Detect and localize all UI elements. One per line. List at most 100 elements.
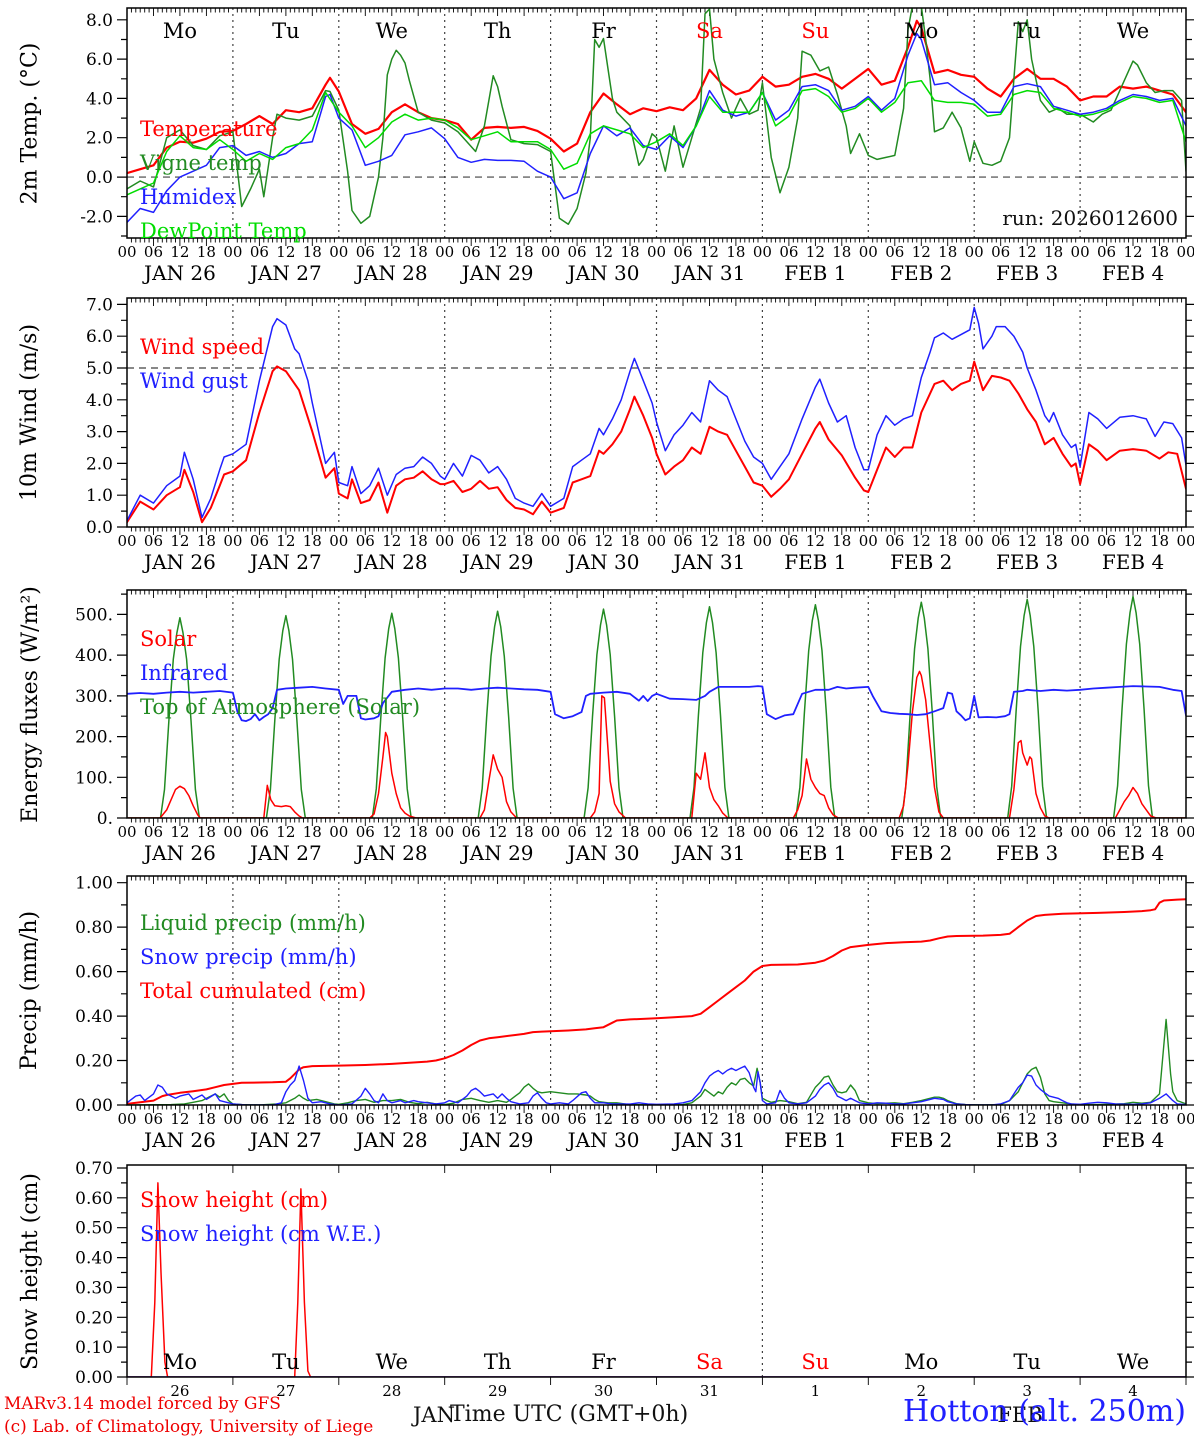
weekday-label: Tu (1013, 19, 1041, 43)
hour-label: 18 (303, 1110, 322, 1128)
day-number-label: 27 (276, 1382, 295, 1400)
series-humidex (127, 32, 1186, 224)
hour-label: 06 (885, 532, 904, 550)
hour-label: 06 (568, 1110, 587, 1128)
hour-label: 18 (197, 243, 216, 261)
hour-label: 06 (779, 532, 798, 550)
day-number-label: 3 (1022, 1382, 1032, 1400)
hour-label: 00 (753, 243, 772, 261)
y-tick-label: 0.20 (75, 1052, 113, 1072)
y-tick-marks (117, 1167, 1194, 1378)
series-snow-height-cm- (127, 1182, 1186, 1377)
hour-label: 12 (912, 1110, 931, 1128)
day-number-label: 2 (916, 1382, 926, 1400)
day-number-label: 31 (700, 1382, 719, 1400)
hour-label: 06 (779, 1110, 798, 1128)
legend-panel-precip: Liquid precip (mm/h) Snow precip (mm/h) To… (140, 906, 366, 1008)
hour-label: 12 (806, 243, 825, 261)
y-tick-label: 0.50 (75, 1219, 113, 1239)
hour-label: 18 (1150, 532, 1169, 550)
hour-label: 06 (250, 532, 269, 550)
hour-label: 12 (488, 243, 507, 261)
hour-label: 06 (462, 532, 481, 550)
hour-label: 06 (356, 1110, 375, 1128)
hour-label: 18 (1044, 823, 1063, 841)
hour-label: 06 (144, 1110, 163, 1128)
y-tick-label: 0.10 (75, 1338, 113, 1358)
weekday-label: Fr (591, 19, 617, 43)
hour-label: 18 (726, 823, 745, 841)
weekday-label: Mo (163, 1350, 197, 1374)
y-tick-label: 0.40 (75, 1249, 113, 1269)
day-label: FEB 4 (1102, 550, 1164, 574)
y-tick-label: 5.0 (86, 359, 113, 379)
hour-label: 00 (541, 823, 560, 841)
series-temperature (127, 19, 1186, 175)
hour-tick-comb (130, 876, 1183, 1113)
day-label: JAN 26 (142, 841, 216, 865)
hour-label: 18 (726, 532, 745, 550)
weekday-label: Sa (696, 1350, 723, 1374)
y-tick-label: 4.0 (86, 391, 113, 411)
hour-label: 18 (832, 243, 851, 261)
hour-label: 12 (276, 1110, 295, 1128)
day-label: JAN 30 (566, 1128, 640, 1152)
y-tick-label: 100. (75, 768, 113, 788)
hour-label: 00 (859, 823, 878, 841)
hour-label: 00 (965, 532, 984, 550)
y-axis-title-precip: Precip (mm/h) (17, 910, 43, 1071)
hour-label: 00 (965, 823, 984, 841)
hour-label: 06 (673, 1110, 692, 1128)
weekday-label: Su (801, 19, 829, 43)
y-tick-label: 1.0 (86, 486, 113, 506)
series-wind-gust (127, 306, 1186, 522)
hour-label: 18 (620, 1110, 639, 1128)
hour-label: 00 (859, 1110, 878, 1128)
hour-label: 12 (806, 823, 825, 841)
y-tick-label: 0.70 (75, 1159, 113, 1179)
hour-label: 00 (753, 823, 772, 841)
hour-label: 12 (488, 823, 507, 841)
day-number-label: 4 (1128, 1382, 1138, 1400)
hour-label: 00 (1071, 1110, 1090, 1128)
weekday-label: Tu (1013, 1350, 1041, 1374)
hour-label: 18 (409, 823, 428, 841)
y-tick-label: 8.0 (86, 11, 113, 31)
hour-label: 06 (144, 532, 163, 550)
legend-vigne-temp: Vigne temp (140, 151, 262, 175)
hour-label: 18 (832, 1110, 851, 1128)
legend-wind-speed: Wind speed (140, 335, 265, 359)
hour-label: 18 (409, 532, 428, 550)
day-label: FEB 1 (784, 550, 846, 574)
legend-snow-precip-mm-h-: Snow precip (mm/h) (140, 945, 357, 969)
day-label: JAN 30 (566, 841, 640, 865)
hour-label: 06 (885, 243, 904, 261)
y-axis-title-wind: 10m Wind (m/s) (17, 323, 43, 502)
hour-label: 06 (991, 532, 1010, 550)
y-tick-marks (117, 303, 1194, 528)
day-label: FEB 3 (996, 550, 1058, 574)
hour-label: 18 (409, 1110, 428, 1128)
hour-label: 00 (223, 532, 242, 550)
hour-label: 12 (488, 1110, 507, 1128)
series-dewpoint-temp (127, 79, 1186, 196)
series-solar (127, 670, 1186, 818)
y-tick-label: 0.40 (75, 1007, 113, 1027)
hour-label: 18 (620, 823, 639, 841)
hour-label: 00 (753, 1110, 772, 1128)
hour-label: 18 (938, 823, 957, 841)
hour-label: 18 (832, 823, 851, 841)
legend-top-of-atmosphere-solar-: Top of Atmosphere (Solar) (140, 695, 421, 719)
y-tick-label: 0.00 (75, 1368, 113, 1388)
day-label: JAN 28 (354, 1128, 428, 1152)
y-tick-label: 200. (75, 728, 113, 748)
hour-label: 12 (1124, 823, 1143, 841)
y-tick-marks (117, 882, 1194, 1106)
hour-label: 00 (541, 243, 560, 261)
hour-label: 12 (912, 532, 931, 550)
hour-label: 18 (620, 243, 639, 261)
hour-label: 06 (991, 1110, 1010, 1128)
hour-label: 00 (647, 532, 666, 550)
weekday-label: Mo (904, 1350, 938, 1374)
hour-label: 12 (1124, 243, 1143, 261)
